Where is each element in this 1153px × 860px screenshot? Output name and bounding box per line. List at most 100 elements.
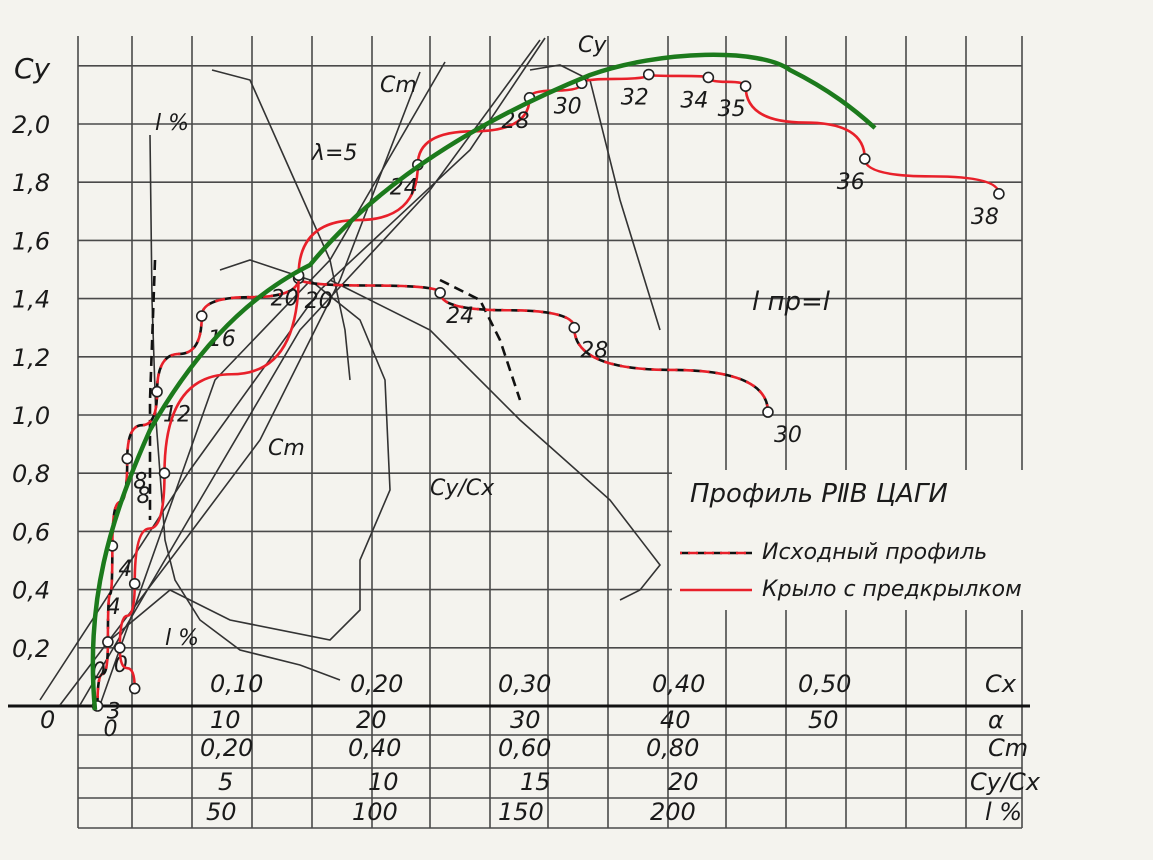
- point-label: 30: [554, 94, 582, 119]
- x-tick-label: 15: [520, 768, 551, 796]
- series-line-original: [96, 277, 770, 707]
- x-tick-label: 10: [210, 706, 241, 734]
- y-tick-label: 0,8: [12, 460, 50, 488]
- x-tick-label: 0,30: [498, 670, 551, 698]
- data-point: [102, 636, 114, 648]
- data-point: [158, 467, 171, 480]
- x-tick-label: 50: [206, 798, 237, 826]
- data-point: [642, 68, 655, 81]
- point-label: 38: [971, 205, 999, 230]
- lambda-line-2: [79, 39, 541, 706]
- point-label: 0: [103, 717, 117, 742]
- point-label: 20: [305, 289, 333, 314]
- y-tick-label: 0,2: [12, 635, 50, 663]
- x-tick-label: 0,20: [350, 670, 403, 698]
- x-tick-label: 0,50: [798, 670, 851, 698]
- y-axis-label: Cy: [14, 52, 51, 85]
- point-label: 36: [837, 170, 865, 195]
- x-axis-name: α: [988, 706, 1004, 734]
- y-tick-label: 1,4: [12, 286, 50, 314]
- data-point: [702, 71, 715, 84]
- cm-curve-upper: [99, 61, 446, 706]
- point-label: 4: [107, 595, 121, 620]
- y-tick-label: 1,0: [12, 402, 50, 430]
- x-tick-label: 0,80: [646, 734, 699, 762]
- x-axis-rows: 0,10 0,20 0,30 0,40 0,50 Cx0 10 20 30 40 50 α0,20 0,…: [40, 670, 1041, 826]
- y-tick-label: 1,8: [12, 169, 50, 197]
- legend-entry-original: Исходный профиль: [762, 540, 987, 565]
- annotation-l-pr: l пр=l: [752, 287, 831, 317]
- x-tick-label: 0: [40, 706, 55, 734]
- x-axis-name: Cx: [985, 670, 1017, 698]
- y-tick-label: 2,0: [12, 111, 50, 139]
- point-label: 35: [718, 97, 746, 122]
- point-label: 24: [390, 176, 418, 201]
- point-label: 32: [621, 86, 649, 111]
- data-point: [568, 321, 581, 334]
- point-label: 4: [118, 557, 132, 582]
- y-tick-label: 1,2: [12, 344, 50, 372]
- x-tick-label: 10: [368, 768, 399, 796]
- cx-peak-curve: [529, 64, 661, 331]
- annotation-l-percent-bottom: l %: [165, 626, 199, 651]
- x-axis-name: Cy/Cx: [970, 768, 1041, 796]
- point-label: 20: [271, 286, 299, 311]
- x-tick-label: 0,60: [498, 734, 551, 762]
- slat-lpercent-curve: [211, 69, 351, 381]
- point-label: 30: [774, 423, 802, 448]
- x-tick-label: 150: [498, 798, 544, 826]
- annotation-lambda: λ=5: [311, 141, 357, 166]
- dashed-side-curve: [439, 278, 522, 401]
- annotation-cy: Cy: [578, 33, 607, 58]
- lambda-line-1: [39, 37, 546, 701]
- x-tick-label: 0,40: [348, 734, 401, 762]
- data-point: [195, 310, 208, 322]
- x-tick-label: 20: [356, 706, 387, 734]
- annotation-cy-cx: Cy/Cx: [430, 476, 495, 501]
- legend-box: [672, 470, 1072, 610]
- x-tick-label: 5: [218, 768, 233, 796]
- annotation-layer: Cy Cm Cm λ=5 l % l % Cy/Cx l пр=l: [155, 33, 831, 651]
- data-point: [739, 80, 752, 92]
- y-tick-label: 1,6: [12, 227, 50, 255]
- x-tick-label: 20: [668, 768, 699, 796]
- legend-entry-slat: Крыло с предкрылком: [762, 577, 1022, 602]
- point-label: 28: [580, 339, 608, 364]
- green-overlay-curve: [90, 52, 877, 711]
- data-point: [762, 406, 774, 418]
- data-point: [114, 641, 126, 654]
- series-line-original-red: [96, 277, 770, 707]
- data-point: [858, 153, 871, 165]
- point-label: 0: [114, 653, 128, 678]
- point-label: 8: [137, 484, 151, 509]
- x-axis-name: l %: [985, 798, 1022, 826]
- data-point: [128, 682, 141, 695]
- point-label: 8: [133, 470, 147, 495]
- data-point: [151, 385, 163, 398]
- point-label: 34: [680, 88, 708, 113]
- x-tick-label: 50: [808, 706, 839, 734]
- data-point: [993, 188, 1005, 200]
- legend-title: Профиль РⅡВ ЦАГИ: [690, 479, 948, 509]
- x-tick-label: 30: [510, 706, 541, 734]
- cy-cx-curve-2: [329, 279, 662, 601]
- x-tick-label: 100: [352, 798, 398, 826]
- y-tick-label: 0,4: [12, 577, 50, 605]
- annotation-l-percent-top: l %: [155, 111, 189, 136]
- point-label: 3: [107, 700, 121, 725]
- y-tick-labels: 0,2 0,4 0,6 0,8 1,0 1,2 1,4 1,6 1,8 2,0: [12, 111, 50, 663]
- x-tick-label: 0,20: [200, 734, 253, 762]
- data-point: [121, 452, 134, 465]
- data-point: [434, 286, 446, 299]
- data-point: [128, 577, 141, 590]
- legend: Профиль РⅡВ ЦАГИ Исходный профиль Крыло …: [672, 470, 1072, 610]
- auxiliary-curves: [39, 37, 662, 706]
- x-axis-name: Cm: [988, 734, 1028, 762]
- y-tick-label: 0,6: [12, 518, 50, 546]
- point-label: 24: [446, 304, 474, 329]
- annotation-cm-lower: Cm: [268, 436, 305, 461]
- x-tick-label: 0,10: [210, 670, 263, 698]
- x-tick-label: 40: [660, 706, 691, 734]
